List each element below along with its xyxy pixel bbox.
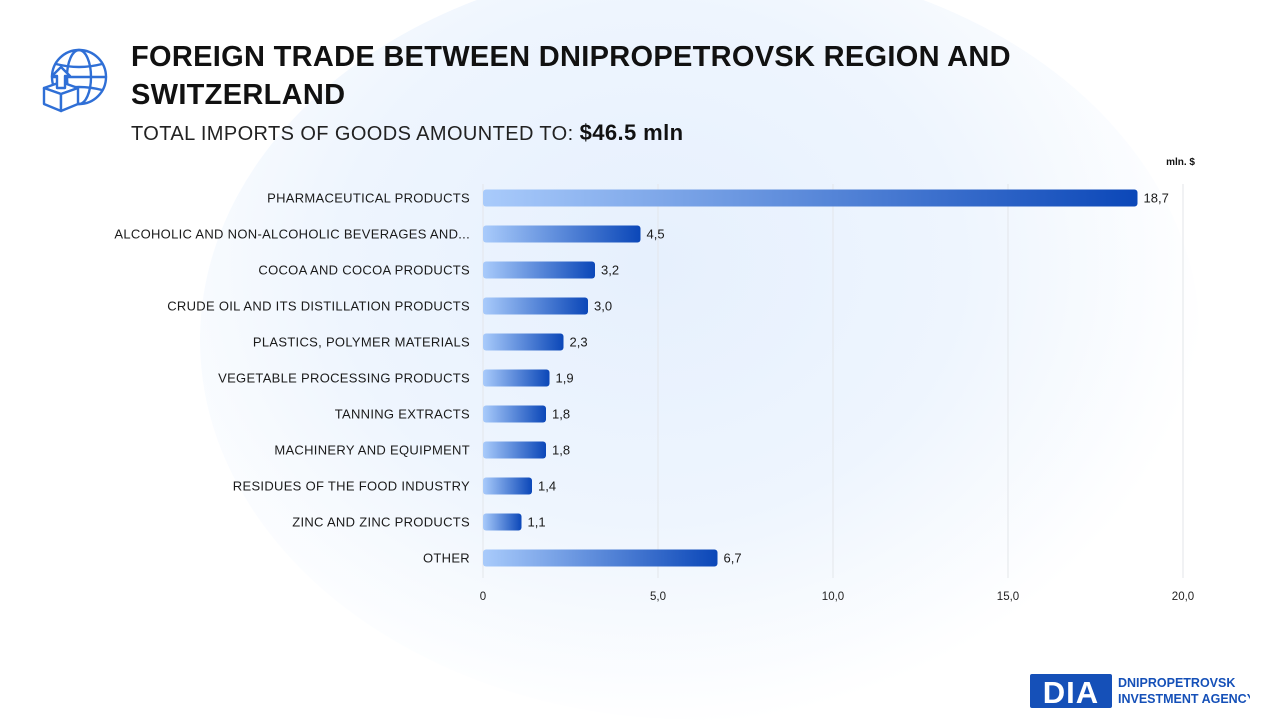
subtitle-label: TOTAL IMPORTS OF GOODS AMOUNTED TO:: [131, 123, 574, 145]
bar: [483, 225, 641, 243]
data-label: 18,7: [1144, 191, 1169, 206]
bar: [483, 513, 522, 531]
page-subtitle: TOTAL IMPORTS OF GOODS AMOUNTED TO: $46.5…: [131, 120, 683, 146]
x-tick-label: 5,0: [650, 591, 666, 603]
data-label: 6,7: [724, 551, 742, 566]
category-label: MACHINERY AND EQUIPMENT: [274, 443, 470, 458]
category-label: VEGETABLE PROCESSING PRODUCTS: [218, 371, 470, 386]
data-label: 1,1: [528, 515, 546, 530]
unit-label: mln. $: [1166, 157, 1195, 168]
bar: [483, 333, 564, 351]
globe-box-upload-icon: [42, 48, 108, 113]
dia-logo: DIA DNIPROPETROVSK INVESTMENT AGENCY: [1030, 674, 1250, 710]
bar: [483, 369, 550, 387]
category-label: ALCOHOLIC AND NON-ALCOHOLIC BEVERAGES AN…: [114, 227, 470, 242]
total-imports-value: $46.5 mln: [579, 120, 684, 145]
category-label: PHARMACEUTICAL PRODUCTS: [267, 191, 470, 206]
category-label: PLASTICS, POLYMER MATERIALS: [253, 335, 470, 350]
category-label: RESIDUES OF THE FOOD INDUSTRY: [233, 479, 470, 494]
bar: [483, 441, 546, 459]
category-label: ZINC AND ZINC PRODUCTS: [292, 515, 470, 530]
x-tick-label: 15,0: [997, 591, 1019, 603]
page-title: FOREIGN TRADE BETWEEN DNIPROPETROVSK REG…: [131, 41, 1011, 111]
logo-line-2: INVESTMENT AGENCY: [1118, 692, 1250, 706]
category-label: TANNING EXTRACTS: [335, 407, 470, 422]
logo-mark: DIA: [1043, 675, 1099, 710]
x-tick-label: 10,0: [822, 591, 844, 603]
bar: [483, 189, 1138, 207]
data-label: 1,9: [556, 371, 574, 386]
data-label: 2,3: [570, 335, 588, 350]
data-label: 3,2: [601, 263, 619, 278]
x-tick-label: 0: [480, 591, 486, 603]
data-label: 4,5: [647, 227, 665, 242]
category-label: CRUDE OIL AND ITS DISTILLATION PRODUCTS: [167, 299, 470, 314]
data-label: 3,0: [594, 299, 612, 314]
data-label: 1,4: [538, 479, 556, 494]
data-label: 1,8: [552, 443, 570, 458]
bar: [483, 477, 532, 495]
bar: [483, 261, 595, 279]
bar: [483, 297, 588, 315]
bar: [483, 549, 718, 567]
background-glow: [200, 0, 1200, 720]
bar: [483, 405, 546, 423]
x-tick-label: 20,0: [1172, 591, 1194, 603]
category-label: COCOA AND COCOA PRODUCTS: [258, 263, 470, 278]
logo-line-1: DNIPROPETROVSK: [1118, 676, 1235, 690]
data-label: 1,8: [552, 407, 570, 422]
category-label: OTHER: [423, 551, 470, 566]
